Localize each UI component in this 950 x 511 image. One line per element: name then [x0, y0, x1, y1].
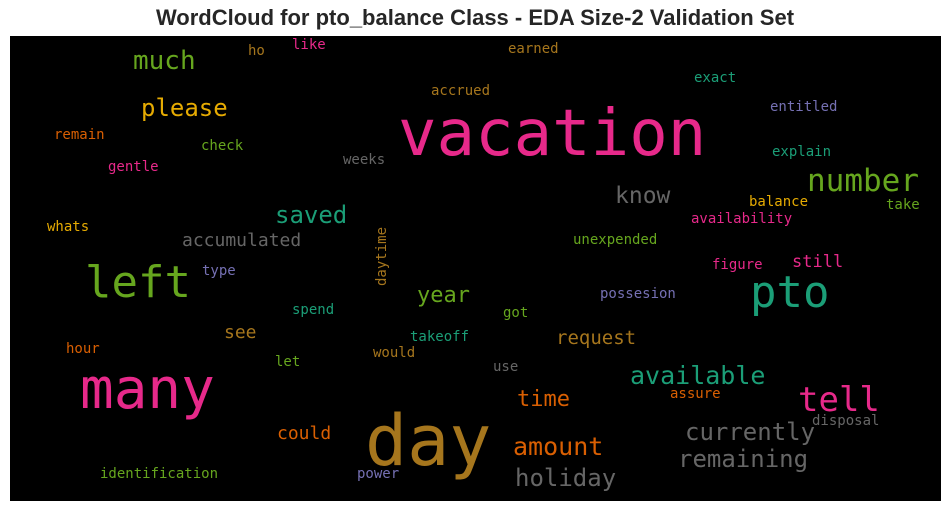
word-let: let — [275, 354, 301, 370]
word-could: could — [277, 423, 332, 444]
word-time: time — [517, 387, 570, 412]
word-hour: hour — [66, 341, 100, 357]
word-much: much — [133, 46, 196, 76]
word-accrued: accrued — [431, 83, 491, 99]
chart-title: WordCloud for pto_balance Class - EDA Si… — [155, 5, 795, 30]
word-availability: availability — [691, 211, 793, 227]
word-use: use — [493, 359, 519, 375]
word-whats: whats — [47, 219, 90, 235]
word-currently: currently — [685, 418, 816, 446]
word-entitled: entitled — [770, 99, 838, 115]
word-many: many — [80, 357, 215, 422]
word-request: request — [556, 327, 637, 349]
word-still: still — [792, 252, 844, 272]
word-weeks: weeks — [343, 152, 386, 168]
word-take: take — [886, 197, 920, 213]
word-left: left — [85, 257, 191, 308]
word-balance: balance — [749, 194, 809, 210]
word-power: power — [357, 466, 400, 482]
word-see: see — [224, 322, 257, 343]
word-amount: amount — [513, 432, 604, 461]
word-accumulated: accumulated — [182, 230, 302, 251]
word-check: check — [201, 138, 244, 154]
word-ho: ho — [248, 43, 265, 59]
word-remaining: remaining — [678, 445, 809, 473]
word-figure: figure — [712, 257, 763, 273]
word-pto: pto — [750, 267, 830, 318]
word-unexpended: unexpended — [573, 232, 658, 248]
word-remain: remain — [54, 127, 105, 143]
word-tell: tell — [798, 380, 880, 420]
word-identification: identification — [100, 466, 219, 482]
word-exact: exact — [694, 70, 737, 86]
word-holiday: holiday — [515, 464, 617, 492]
word-got: got — [503, 305, 529, 321]
word-earned: earned — [508, 41, 559, 57]
wordcloud-canvas: vacation day many left pto number tell availabl… — [10, 36, 941, 501]
word-saved: saved — [275, 201, 348, 229]
word-possesion: possesion — [600, 286, 676, 302]
word-explain: explain — [772, 144, 832, 160]
word-number: number — [807, 163, 919, 199]
word-gentle: gentle — [108, 159, 159, 175]
word-daytime: daytime — [374, 226, 390, 286]
word-assure: assure — [670, 386, 721, 402]
word-day: day — [365, 400, 492, 482]
word-spend: spend — [292, 302, 335, 318]
word-would: would — [373, 345, 416, 361]
word-type: type — [202, 263, 236, 279]
word-disposal: disposal — [812, 413, 880, 429]
word-like: like — [292, 37, 326, 53]
word-takeoff: takeoff — [410, 329, 470, 345]
word-know: know — [615, 183, 671, 209]
word-year: year — [417, 283, 470, 308]
word-available: available — [630, 361, 766, 390]
word-please: please — [141, 94, 228, 122]
word-vacation: vacation — [398, 97, 707, 171]
